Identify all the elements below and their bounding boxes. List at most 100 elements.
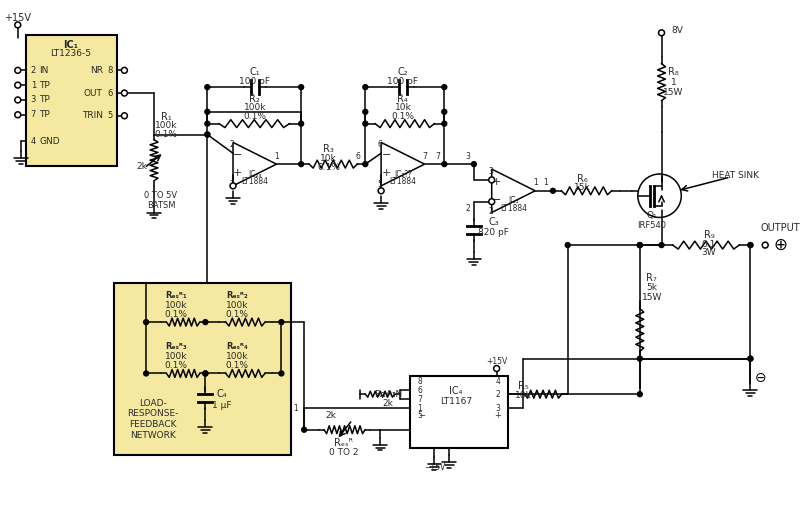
- Text: 1 µF: 1 µF: [213, 400, 232, 410]
- Text: R₃: R₃: [323, 144, 334, 155]
- Text: +: +: [494, 412, 501, 420]
- Circle shape: [378, 188, 384, 194]
- Text: R₇: R₇: [646, 273, 657, 283]
- Text: Rₑₛᴿ₃: Rₑₛᴿ₃: [165, 342, 186, 351]
- Text: IC₃: IC₃: [508, 196, 518, 205]
- Circle shape: [442, 85, 446, 89]
- Circle shape: [748, 242, 753, 247]
- Circle shape: [203, 320, 208, 325]
- Text: 2: 2: [496, 390, 501, 398]
- Text: 6: 6: [378, 140, 382, 149]
- Circle shape: [638, 242, 642, 247]
- Circle shape: [122, 67, 127, 73]
- Circle shape: [144, 320, 149, 325]
- Circle shape: [279, 371, 284, 376]
- Text: 10k: 10k: [394, 104, 411, 112]
- Circle shape: [363, 110, 368, 114]
- Text: 15k: 15k: [574, 183, 591, 192]
- Text: RɢАɪN: RɢАɪN: [374, 390, 402, 398]
- Text: 2k: 2k: [137, 162, 148, 171]
- Text: 6: 6: [418, 386, 422, 395]
- Circle shape: [302, 427, 306, 432]
- FancyBboxPatch shape: [410, 376, 509, 447]
- Text: 3: 3: [230, 180, 234, 189]
- Text: FEEDBACK: FEEDBACK: [130, 420, 177, 429]
- Text: IC₄: IC₄: [450, 386, 463, 396]
- Text: TP: TP: [39, 95, 50, 105]
- Text: 820 pF: 820 pF: [478, 228, 509, 237]
- Circle shape: [489, 177, 494, 183]
- Circle shape: [748, 242, 753, 247]
- Circle shape: [203, 371, 208, 376]
- Text: 2: 2: [30, 66, 36, 75]
- Text: 100k: 100k: [243, 104, 266, 112]
- Text: 2k: 2k: [326, 412, 337, 420]
- Text: IC₂⁇: IC₂⁇: [394, 170, 412, 178]
- Circle shape: [15, 22, 21, 28]
- Text: +: +: [234, 168, 242, 178]
- Text: OUTPUT: OUTPUT: [760, 223, 800, 233]
- Circle shape: [15, 112, 21, 118]
- Text: 2: 2: [230, 140, 234, 149]
- FancyBboxPatch shape: [26, 35, 117, 166]
- Text: +: +: [492, 177, 502, 187]
- Text: 4: 4: [30, 137, 36, 146]
- FancyBboxPatch shape: [114, 283, 291, 456]
- Circle shape: [363, 85, 368, 89]
- Circle shape: [442, 162, 446, 167]
- Text: −: −: [234, 150, 242, 160]
- Text: LOAD-: LOAD-: [139, 398, 167, 408]
- Circle shape: [122, 90, 127, 96]
- Text: 2k: 2k: [382, 398, 394, 408]
- Text: 0.1%: 0.1%: [164, 310, 187, 319]
- Text: C₂: C₂: [398, 67, 408, 77]
- Text: 15W: 15W: [642, 293, 662, 302]
- Text: −: −: [382, 150, 390, 160]
- Text: IC₂ₐ: IC₂ₐ: [248, 170, 262, 178]
- Circle shape: [762, 242, 768, 248]
- Circle shape: [15, 67, 21, 73]
- Text: +15V: +15V: [4, 13, 31, 23]
- Circle shape: [279, 320, 284, 325]
- Text: IC₁: IC₁: [63, 40, 78, 49]
- Text: 1: 1: [670, 78, 676, 87]
- Text: C₄: C₄: [217, 389, 227, 399]
- Text: 2: 2: [488, 207, 493, 216]
- Text: R₆: R₆: [577, 174, 588, 184]
- Circle shape: [203, 371, 208, 376]
- Text: 0.1%: 0.1%: [154, 130, 178, 139]
- Text: R₂: R₂: [250, 94, 260, 104]
- Circle shape: [15, 82, 21, 88]
- Text: LT1884: LT1884: [242, 177, 268, 186]
- Text: 0.1%: 0.1%: [226, 361, 249, 370]
- Text: 5: 5: [107, 111, 113, 120]
- Circle shape: [298, 121, 304, 126]
- Text: 0.1: 0.1: [702, 239, 716, 248]
- Circle shape: [298, 162, 304, 167]
- Text: 100k: 100k: [154, 121, 177, 130]
- Text: 3: 3: [30, 95, 36, 105]
- Text: R₅: R₅: [518, 381, 529, 391]
- Circle shape: [748, 356, 753, 361]
- Text: 5: 5: [418, 412, 422, 420]
- Text: NR: NR: [90, 66, 102, 75]
- Circle shape: [471, 162, 477, 167]
- Text: +15V: +15V: [486, 357, 507, 366]
- Text: −: −: [492, 194, 502, 205]
- Text: LT1236-5: LT1236-5: [50, 49, 91, 58]
- Text: 1: 1: [30, 81, 36, 90]
- Text: 3: 3: [466, 152, 470, 161]
- Text: R₁: R₁: [161, 112, 171, 122]
- Text: −: −: [418, 412, 425, 420]
- Text: 0.1%: 0.1%: [318, 163, 340, 172]
- Text: TRIN: TRIN: [82, 111, 102, 120]
- Text: 10k: 10k: [515, 391, 532, 399]
- Text: Q₁: Q₁: [646, 211, 657, 220]
- Circle shape: [638, 242, 642, 247]
- Text: 1: 1: [294, 403, 298, 413]
- Circle shape: [205, 132, 210, 137]
- Text: 100k: 100k: [165, 301, 187, 310]
- Text: 1: 1: [418, 403, 422, 413]
- Text: 4: 4: [496, 377, 501, 386]
- Text: C₃: C₃: [488, 217, 499, 227]
